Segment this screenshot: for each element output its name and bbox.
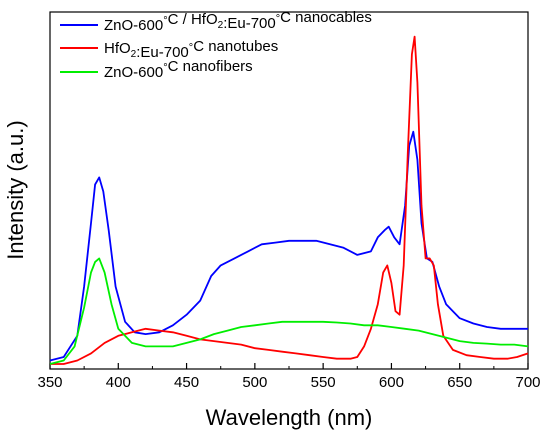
legend: ZnO-600°C / HfO2:Eu-700°C nanocablesHfO2… (60, 9, 372, 81)
legend-label-part: ° (163, 62, 167, 74)
x-tick-label: 500 (242, 374, 267, 391)
x-tick-label: 700 (515, 374, 540, 391)
legend-label-part: ° (163, 15, 167, 27)
series-line-0 (49, 130, 528, 362)
x-axis-title: Wavelength (nm) (206, 405, 373, 430)
legend-label-part: C / HfO (168, 11, 218, 28)
legend-label-part: 2 (131, 49, 137, 60)
y-axis-title: Intensity (a.u.) (3, 120, 28, 259)
x-tick-label: 650 (447, 374, 472, 391)
series-group (49, 35, 529, 365)
x-tick-label: 450 (174, 374, 199, 391)
legend-label-part: HfO (104, 40, 131, 57)
legend-label-part: C nanotubes (193, 38, 278, 55)
series-line-1 (50, 35, 529, 365)
legend-label-part: C nanocables (280, 9, 372, 26)
legend-label-part: ZnO-600 (104, 17, 163, 34)
legend-label-part: :Eu-700 (223, 15, 276, 32)
legend-label-part: ZnO-600 (104, 64, 163, 81)
legend-label-1: HfO2:Eu-700°C nanotubes (104, 38, 278, 61)
legend-label-0: ZnO-600°C / HfO2:Eu-700°C nanocables (104, 9, 372, 34)
legend-label-part: ° (189, 42, 193, 54)
x-tick-label: 400 (106, 374, 131, 391)
legend-label-part: 2 (218, 20, 224, 31)
tick-group: 350 400 450 500 550 600 650 700 (37, 363, 541, 391)
legend-label-part: :Eu-700 (136, 44, 189, 61)
legend-label-part: ° (276, 13, 280, 25)
x-tick-label: 350 (37, 374, 62, 391)
x-tick-label: 550 (311, 374, 336, 391)
legend-label-part: C nanofibers (168, 58, 253, 75)
legend-label-2: ZnO-600°C nanofibers (104, 58, 253, 81)
series-line-2 (49, 257, 529, 365)
x-tick-label: 600 (379, 374, 404, 391)
